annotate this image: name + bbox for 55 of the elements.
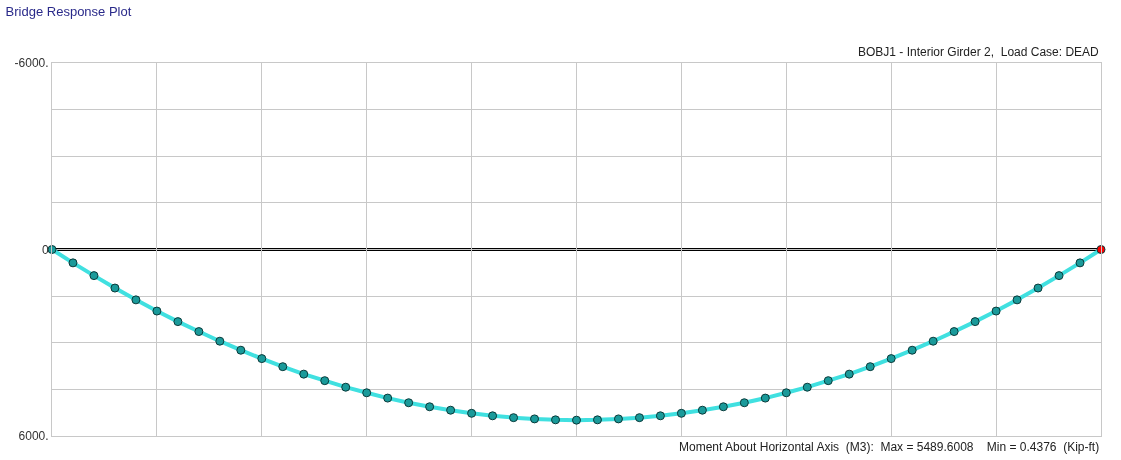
- y-tick-label: 0: [41, 242, 49, 257]
- point: [488, 411, 498, 421]
- point: [1054, 271, 1064, 281]
- chart-title: Bridge Response Plot: [5, 4, 132, 19]
- point: [425, 402, 435, 412]
- point: [718, 402, 728, 412]
- point: [970, 317, 980, 327]
- point: [215, 336, 225, 346]
- point: [131, 295, 141, 305]
- point: [278, 362, 288, 372]
- point: [362, 388, 372, 398]
- y-tick-label: -6000.: [14, 56, 49, 71]
- point: [173, 317, 183, 327]
- point: [1012, 295, 1022, 305]
- point: [844, 369, 854, 379]
- point: [320, 376, 330, 386]
- point: [551, 415, 561, 425]
- point: [739, 398, 749, 408]
- point: [1033, 283, 1043, 293]
- point: [907, 345, 917, 355]
- text: Moment About Horizontal Axis (M3): Max = 5489.6008 Min = 0.4376 (Kip-ft): [679, 440, 1100, 454]
- point: [676, 408, 686, 418]
- y-tick-label: 6000.: [18, 429, 49, 444]
- point: [152, 306, 162, 316]
- point: [509, 413, 519, 423]
- point: [802, 382, 812, 392]
- point: [110, 283, 120, 293]
- point: [530, 414, 540, 424]
- point: [634, 413, 644, 423]
- point: [68, 258, 78, 268]
- point: [613, 414, 623, 424]
- point: [760, 393, 770, 403]
- point: [257, 354, 267, 364]
- point: [404, 398, 414, 408]
- point: [928, 336, 938, 346]
- point: [341, 382, 351, 392]
- point: [194, 327, 204, 337]
- point: [991, 306, 1001, 316]
- point: [446, 405, 456, 415]
- point: [572, 415, 581, 425]
- point: [89, 271, 99, 281]
- point: [592, 415, 602, 425]
- point: [865, 362, 875, 372]
- point: [781, 388, 791, 398]
- point: [949, 327, 959, 337]
- point: [299, 369, 309, 379]
- point: [697, 405, 707, 415]
- point: [886, 354, 896, 364]
- point: [655, 411, 665, 421]
- point: [467, 408, 477, 418]
- point: [383, 393, 393, 403]
- point: [1075, 258, 1085, 268]
- point: [236, 345, 246, 355]
- point: [823, 376, 833, 386]
- text: BOBJ1 - Interior Girder 2, Load Case: DEAD: [858, 45, 1100, 59]
